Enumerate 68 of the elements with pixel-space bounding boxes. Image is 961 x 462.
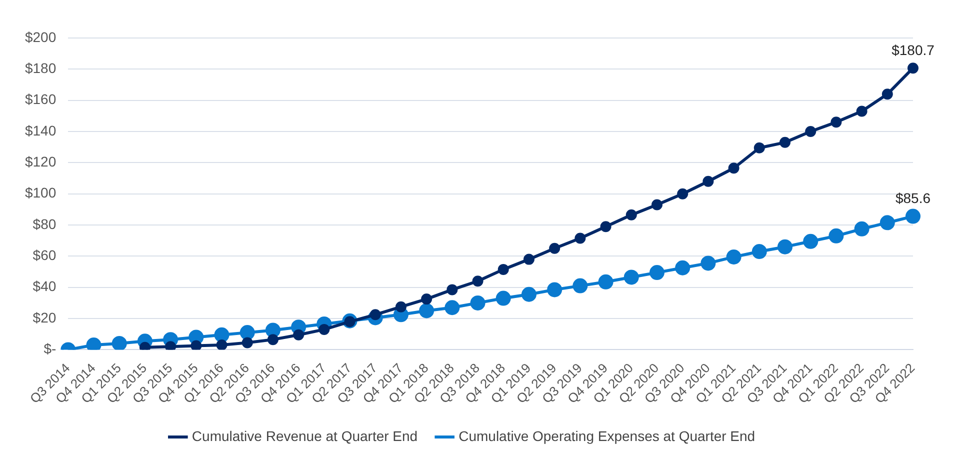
legend-label: Cumulative Operating Expenses at Quarter End (458, 428, 756, 444)
point (496, 290, 511, 306)
y-tick-label: $- (44, 340, 56, 357)
point (523, 254, 534, 265)
point (86, 338, 102, 350)
point (777, 239, 792, 254)
point (805, 126, 816, 138)
point (649, 265, 664, 280)
y-tick-label: $140 (24, 122, 56, 138)
point (779, 136, 790, 148)
point (446, 284, 458, 296)
point (906, 208, 920, 224)
point (572, 278, 588, 294)
point (265, 322, 280, 338)
point (574, 232, 586, 244)
point (600, 221, 612, 232)
point (702, 176, 714, 187)
point (700, 256, 716, 271)
y-tick-label: $180 (24, 60, 56, 76)
point (421, 294, 432, 305)
y-tick-label: $200 (24, 28, 56, 45)
point (854, 221, 870, 236)
point (444, 300, 460, 316)
y-tick-label: $20 (32, 309, 56, 326)
data-label: $180.7 (892, 42, 935, 58)
point (419, 303, 434, 318)
y-tick-label: $120 (24, 154, 56, 170)
point (856, 106, 868, 117)
point (472, 276, 484, 287)
point (216, 340, 228, 350)
point (651, 199, 662, 210)
point (470, 295, 486, 310)
point (828, 228, 844, 244)
y-tick-label: $100 (24, 184, 56, 201)
point (498, 264, 509, 275)
point (803, 234, 818, 249)
point (549, 242, 560, 254)
point (830, 116, 842, 128)
point (677, 188, 688, 200)
point (293, 329, 304, 340)
point (728, 162, 740, 174)
legend-label: Cumulative Revenue at Quarter End (192, 428, 418, 444)
point (190, 340, 202, 350)
y-tick-label: $160 (24, 91, 56, 108)
point (318, 324, 330, 335)
y-tick-label: $40 (32, 278, 56, 294)
point (521, 286, 536, 302)
point (240, 325, 255, 340)
point (112, 336, 127, 350)
point (754, 142, 765, 154)
point (267, 334, 278, 346)
point (882, 88, 893, 100)
point (624, 270, 639, 285)
point (242, 337, 253, 348)
point (165, 341, 176, 350)
y-tick-label: $80 (32, 216, 56, 232)
point (675, 260, 690, 276)
y-tick-label: $60 (32, 247, 56, 264)
point (880, 215, 895, 230)
point (395, 301, 406, 312)
point (908, 62, 918, 74)
point (214, 327, 230, 342)
point (547, 282, 562, 298)
data-label: $85.6 (895, 190, 931, 206)
point (598, 274, 614, 290)
point (752, 244, 767, 260)
point (626, 209, 637, 220)
point (726, 249, 742, 264)
